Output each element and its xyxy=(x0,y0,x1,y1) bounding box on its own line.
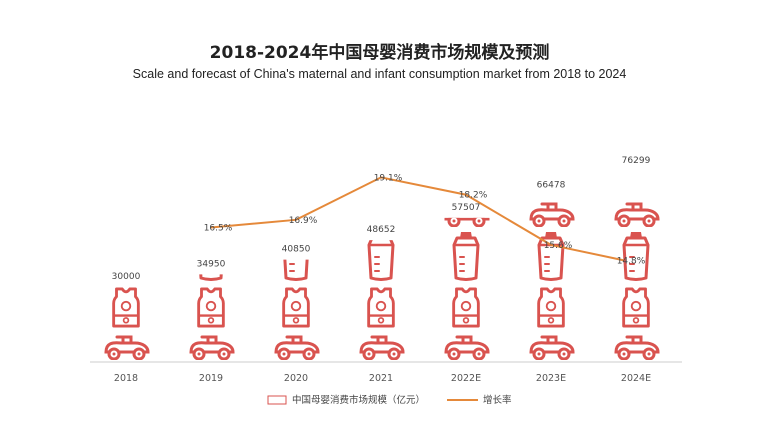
bottle-icon xyxy=(452,231,480,281)
vest-icon xyxy=(537,287,565,328)
car-icon xyxy=(614,335,660,360)
growth-rate-label: 19.1% xyxy=(374,173,403,183)
bar-2020 xyxy=(274,259,320,360)
bottle-icon xyxy=(282,259,310,281)
car-icon xyxy=(106,204,148,226)
car-icon xyxy=(529,202,575,227)
vest-icon xyxy=(112,287,140,328)
bar-value-label: 40850 xyxy=(282,245,311,255)
car-icon xyxy=(359,335,405,360)
bar-value-label: 30000 xyxy=(112,272,141,282)
car-icon xyxy=(274,335,320,360)
car-icon xyxy=(189,335,235,360)
car-icon xyxy=(614,202,660,227)
growth-rate-label: 16.5% xyxy=(204,224,233,234)
vest-icon xyxy=(452,287,480,328)
x-tick-label: 2021 xyxy=(369,373,393,384)
car-icon xyxy=(361,204,403,226)
bar-2022E xyxy=(444,217,490,360)
x-tick-label: 2022E xyxy=(451,373,481,384)
bar-value-label: 66478 xyxy=(537,180,566,190)
chart-title: 2018-2024年中国母婴消费市场规模及预测 xyxy=(209,43,550,63)
car-icon xyxy=(444,335,490,360)
vest-icon xyxy=(197,287,225,328)
x-tick-label: 2023E xyxy=(536,373,566,384)
growth-rate-label: 18.2% xyxy=(459,191,488,201)
legend-bar-label: 中国母婴消费市场规模（亿元） xyxy=(292,394,425,406)
bar-2024E xyxy=(614,202,660,360)
car-icon xyxy=(529,335,575,360)
bar-value-label: 57507 xyxy=(452,203,481,213)
legend-bar-swatch xyxy=(267,395,287,405)
bar-2023E xyxy=(529,202,575,360)
x-tick-label: 2024E xyxy=(621,373,651,384)
bottle-icon xyxy=(197,274,225,281)
growth-rate-label: 16.9% xyxy=(289,216,318,226)
growth-rate-label: 14.8% xyxy=(617,256,646,266)
x-tick-label: 2019 xyxy=(199,373,223,384)
vest-icon xyxy=(367,287,395,328)
legend-line-label: 增长率 xyxy=(483,394,512,406)
bar-value-label: 76299 xyxy=(622,156,651,166)
x-tick-label: 2020 xyxy=(284,373,308,384)
bottle-icon xyxy=(367,240,395,281)
chart-subtitle: Scale and forecast of China's maternal a… xyxy=(132,67,627,81)
growth-rate-label: 15.6% xyxy=(544,241,573,251)
car-icon xyxy=(104,335,150,360)
vest-icon xyxy=(622,287,650,328)
x-tick-label: 2018 xyxy=(114,373,138,384)
bar-value-label: 48652 xyxy=(367,225,396,235)
bar-value-label: 34950 xyxy=(197,259,226,269)
vest-icon xyxy=(282,287,310,328)
growth-rate-line xyxy=(210,176,625,262)
